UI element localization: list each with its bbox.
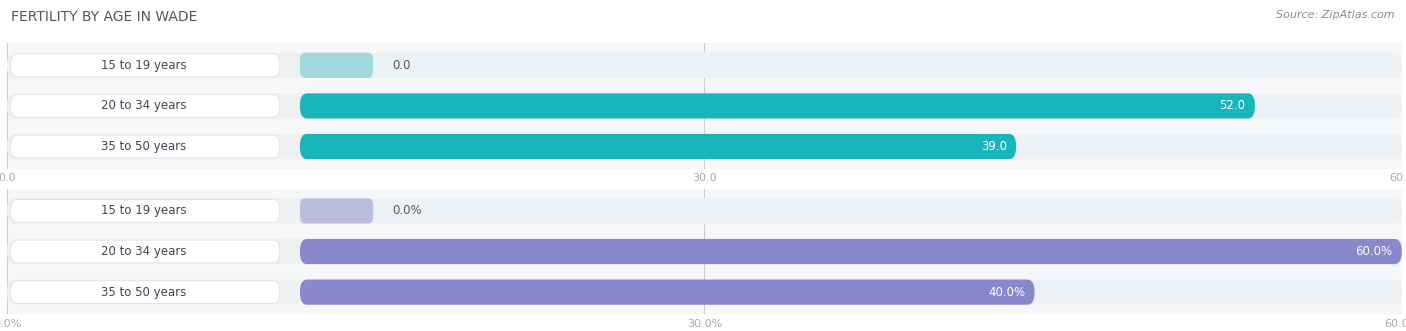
FancyBboxPatch shape <box>299 280 1035 305</box>
FancyBboxPatch shape <box>7 93 1402 118</box>
FancyBboxPatch shape <box>7 53 1402 78</box>
FancyBboxPatch shape <box>10 281 280 304</box>
Text: 35 to 50 years: 35 to 50 years <box>101 286 187 299</box>
Text: 15 to 19 years: 15 to 19 years <box>101 59 187 72</box>
Text: 20 to 34 years: 20 to 34 years <box>101 245 187 258</box>
FancyBboxPatch shape <box>299 134 1017 159</box>
Text: 0.0: 0.0 <box>392 59 411 72</box>
FancyBboxPatch shape <box>7 198 1402 223</box>
Text: FERTILITY BY AGE IN WADE: FERTILITY BY AGE IN WADE <box>11 10 198 24</box>
FancyBboxPatch shape <box>7 280 1402 305</box>
Text: 40.0%: 40.0% <box>988 286 1025 299</box>
FancyBboxPatch shape <box>299 53 373 78</box>
Text: 15 to 19 years: 15 to 19 years <box>101 205 187 217</box>
FancyBboxPatch shape <box>10 54 280 77</box>
FancyBboxPatch shape <box>299 93 1256 118</box>
FancyBboxPatch shape <box>299 239 1402 264</box>
FancyBboxPatch shape <box>10 200 280 222</box>
Text: 52.0: 52.0 <box>1219 99 1246 113</box>
Text: 20 to 34 years: 20 to 34 years <box>101 99 187 113</box>
Text: 0.0%: 0.0% <box>392 205 422 217</box>
FancyBboxPatch shape <box>10 135 280 158</box>
FancyBboxPatch shape <box>7 239 1402 264</box>
FancyBboxPatch shape <box>299 198 373 223</box>
FancyBboxPatch shape <box>10 240 280 263</box>
Text: 39.0: 39.0 <box>981 140 1007 153</box>
Text: 60.0%: 60.0% <box>1355 245 1392 258</box>
FancyBboxPatch shape <box>7 134 1402 159</box>
FancyBboxPatch shape <box>10 95 280 117</box>
Text: 35 to 50 years: 35 to 50 years <box>101 140 187 153</box>
Text: Source: ZipAtlas.com: Source: ZipAtlas.com <box>1277 10 1395 20</box>
